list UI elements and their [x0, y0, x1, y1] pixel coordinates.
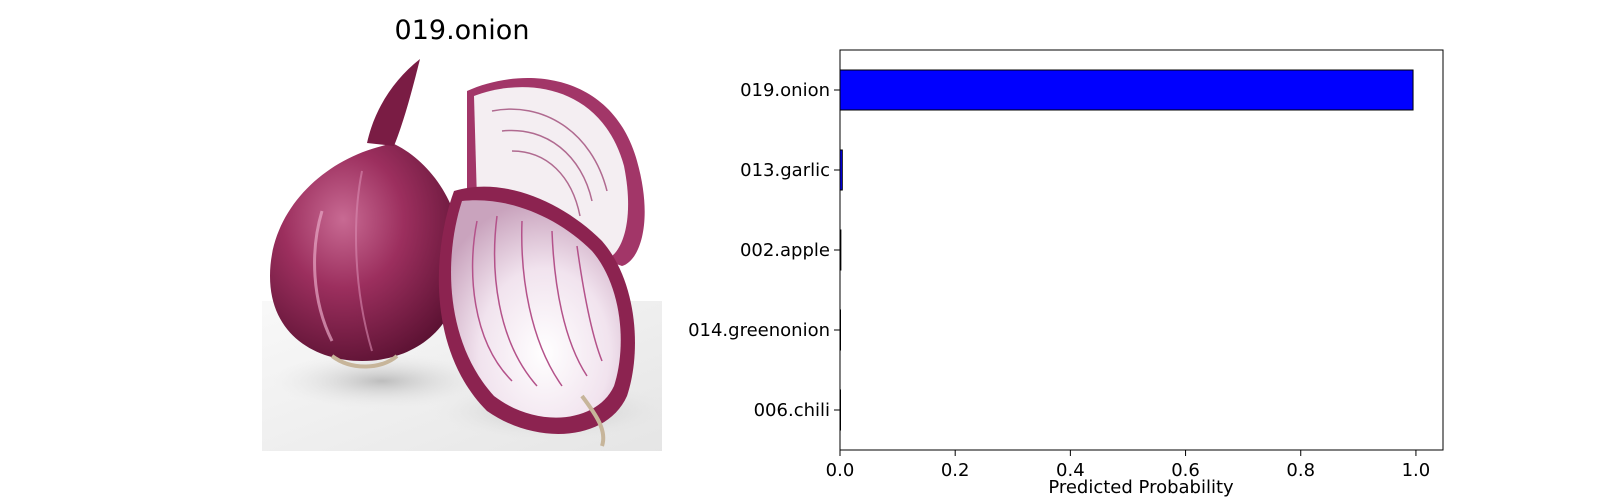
- x-tick-label: 0.4: [1056, 460, 1085, 481]
- x-axis-label: Predicted Probability: [1048, 477, 1234, 498]
- x-tick-label: 0.8: [1286, 460, 1315, 481]
- bar-019.onion: [839, 69, 1414, 111]
- x-tick-label: 0.2: [941, 460, 970, 481]
- y-tick-label: 002.apple: [740, 240, 830, 261]
- bar-013.garlic: [839, 149, 843, 191]
- bar-002.apple: [839, 229, 842, 271]
- image-title: 019.onion: [394, 15, 530, 46]
- onion-photo: [262, 51, 662, 451]
- y-tick-label: 013.garlic: [740, 160, 830, 181]
- y-tick-label: 019.onion: [740, 80, 830, 101]
- x-tick-label: 1.0: [1402, 460, 1431, 481]
- bar-014.greenonion: [839, 309, 841, 351]
- x-tick-label: 0.6: [1171, 460, 1200, 481]
- y-tick-label: 014.greenonion: [688, 320, 830, 341]
- y-tick-label: 006.chili: [754, 400, 830, 421]
- x-tick-label: 0.0: [826, 460, 855, 481]
- bar-006.chili: [839, 389, 841, 431]
